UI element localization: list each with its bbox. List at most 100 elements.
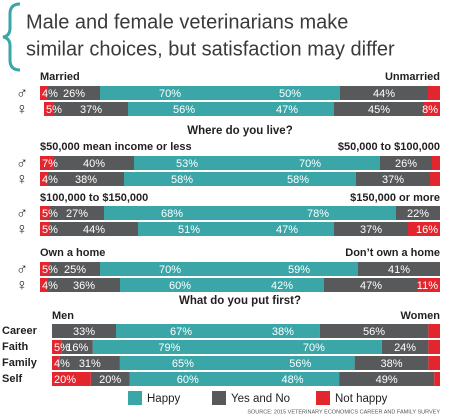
value-label: 53% — [176, 158, 198, 170]
value-label: 22% — [407, 208, 429, 220]
row-label: Faith — [2, 341, 29, 353]
value-label: 47% — [276, 104, 298, 116]
value-label: 4% — [42, 88, 58, 100]
value-label: 47% — [360, 280, 382, 292]
group-label: Unmarried — [385, 71, 440, 83]
value-label: 41% — [388, 264, 410, 276]
value-label: 36% — [73, 280, 95, 292]
value-label: 5% — [54, 342, 70, 354]
bar-segment — [50, 206, 104, 220]
row-label: ♂ — [16, 205, 28, 222]
bar-segment — [246, 340, 382, 354]
value-label: 70% — [159, 264, 181, 276]
group-label: Own a home — [40, 247, 105, 259]
bar-segment — [240, 102, 334, 116]
value-label: 51% — [178, 224, 200, 236]
value-label: 27% — [66, 208, 88, 220]
legend-label: Happy — [147, 393, 180, 405]
bar-segment — [428, 324, 440, 338]
row-label: Family — [2, 357, 38, 369]
bar-segment — [124, 172, 240, 186]
bar-segment — [356, 172, 430, 186]
value-label: 20% — [99, 374, 121, 386]
value-label: 37% — [360, 224, 382, 236]
brace — [2, 2, 21, 72]
value-label: 49% — [376, 374, 398, 386]
row-label: ♀ — [16, 171, 28, 188]
group-label: Men — [52, 310, 74, 322]
bar-segment — [381, 340, 429, 354]
bar-segment — [116, 324, 247, 338]
section-heading: What do you put first? — [179, 295, 301, 307]
value-label: 5% — [42, 264, 58, 276]
row-label: ♂ — [16, 85, 28, 102]
bar-segment — [240, 278, 324, 292]
bar-segment — [134, 156, 240, 170]
value-label: 38% — [380, 358, 402, 370]
bar-segment — [434, 372, 440, 386]
bar-segment — [92, 340, 247, 354]
group-label: Don’t own a home — [345, 247, 440, 259]
bar-segment — [240, 222, 334, 236]
bar-segment — [246, 356, 355, 370]
bar-segment — [408, 222, 440, 236]
bar-segment — [54, 102, 128, 116]
value-label: 68% — [161, 208, 183, 220]
bar-segment — [54, 156, 134, 170]
bar-segment — [339, 372, 435, 386]
value-label: 56% — [173, 104, 195, 116]
bar-segment — [432, 156, 440, 170]
bar-segment — [100, 262, 240, 276]
bar-segment — [240, 206, 396, 220]
value-label: 37% — [80, 104, 102, 116]
bar-segment — [358, 262, 440, 276]
value-label: 50% — [279, 88, 301, 100]
bar-segment — [61, 340, 93, 354]
legend-label: Not happy — [335, 393, 388, 405]
bar-segment — [52, 356, 60, 370]
row-label: ♂ — [16, 261, 28, 278]
legend-label: Yes and No — [231, 393, 290, 405]
title-line: Male and female veterinarians make — [26, 11, 348, 33]
bar-segment — [334, 222, 408, 236]
bar-segment — [424, 102, 440, 116]
legend-swatch — [212, 391, 226, 405]
bar-segment — [40, 156, 54, 170]
value-label: 79% — [158, 342, 180, 354]
value-label: 33% — [73, 326, 95, 338]
bar-segment — [48, 172, 124, 186]
bar-segment — [40, 278, 48, 292]
group-label: Married — [40, 71, 80, 83]
row-label: ♀ — [16, 101, 28, 118]
value-label: 24% — [394, 342, 416, 354]
value-label: 16% — [416, 224, 438, 236]
bar-segment — [40, 206, 50, 220]
value-label: 44% — [373, 88, 395, 100]
row-label: Self — [2, 373, 23, 385]
bar-segment — [324, 278, 418, 292]
value-label: 60% — [177, 374, 199, 386]
value-label: 58% — [287, 174, 309, 186]
value-label: 40% — [83, 158, 105, 170]
group-label: $50,000 to $100,000 — [338, 141, 440, 153]
bar-segment — [52, 372, 91, 386]
bar-segment — [40, 86, 48, 100]
value-label: 38% — [272, 326, 294, 338]
bar-segment — [48, 278, 120, 292]
value-label: 7% — [42, 158, 58, 170]
group-label: $100,000 to $150,000 — [40, 192, 148, 204]
row-label: ♂ — [16, 155, 28, 172]
value-label: 70% — [303, 342, 325, 354]
value-label: 20% — [54, 374, 76, 386]
bar-segment — [40, 222, 50, 236]
bar-segment — [319, 324, 429, 338]
bar-segment — [138, 222, 240, 236]
bar-segment — [240, 262, 358, 276]
bar-segment — [100, 86, 240, 100]
legend-swatch — [128, 391, 142, 405]
bar-segment — [50, 262, 100, 276]
bar-segment — [40, 172, 48, 186]
value-label: 31% — [79, 358, 101, 370]
bar-segment — [52, 324, 117, 338]
value-label: 38% — [75, 174, 97, 186]
